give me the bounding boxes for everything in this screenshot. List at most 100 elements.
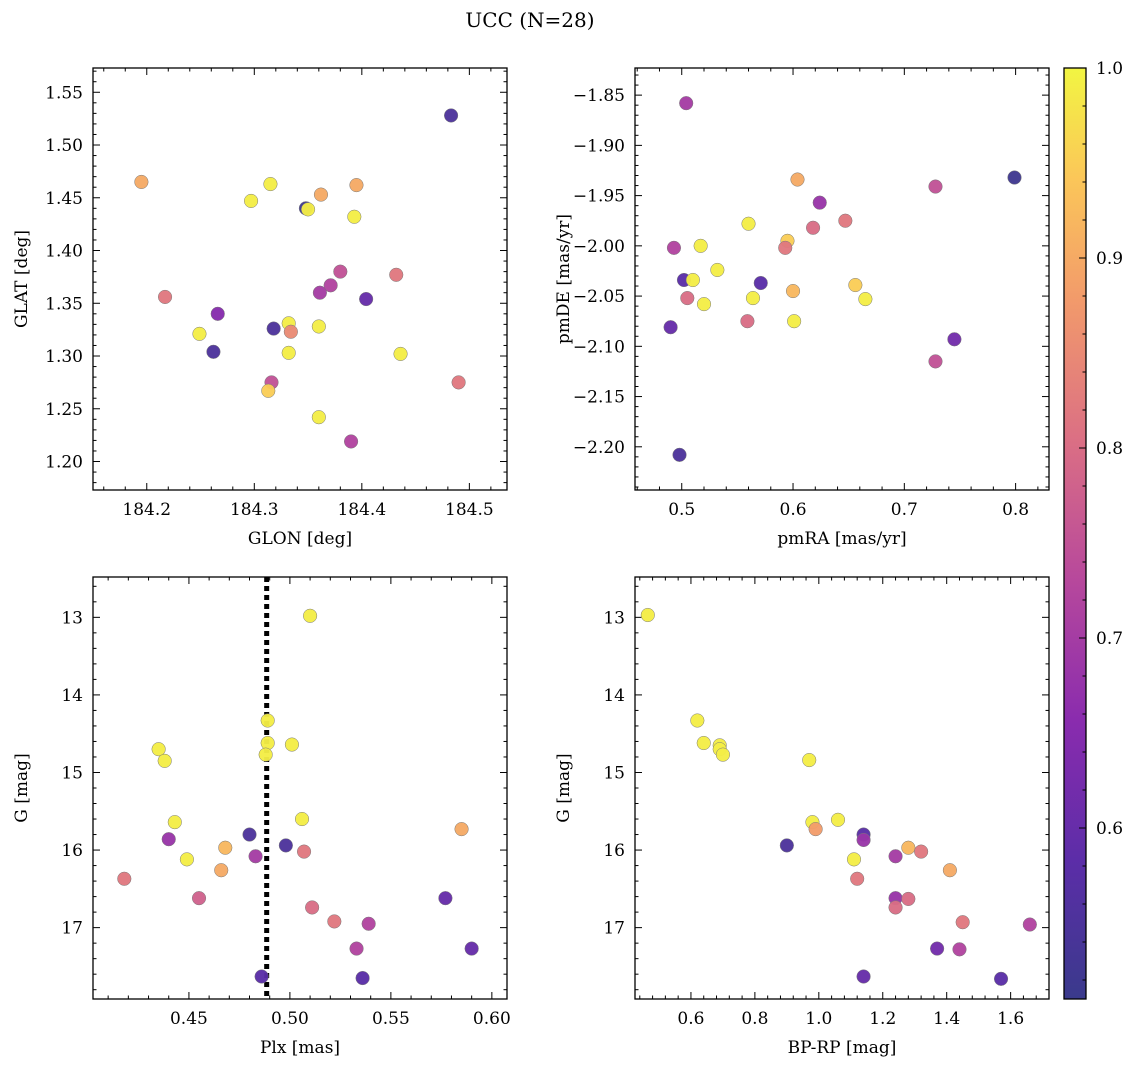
x-tick-label: 1.2 [869, 1009, 896, 1029]
ticks [635, 68, 1049, 490]
data-point [787, 314, 802, 329]
axes-frame [92, 67, 508, 491]
y-tick-label: 1.45 [45, 189, 83, 209]
data-point [666, 240, 682, 255]
axes-frame [634, 67, 1050, 491]
y-tick-label: 1.55 [45, 83, 83, 103]
y-tick-label: 17 [603, 919, 625, 939]
y-tick-label: 1.40 [45, 242, 83, 262]
data-point [134, 174, 149, 189]
data-point [258, 747, 273, 762]
data-point [846, 852, 862, 867]
y-tick-label: 14 [603, 686, 625, 706]
data-point [323, 278, 338, 293]
data-point [355, 971, 370, 986]
data-point [672, 447, 687, 462]
data-point [349, 941, 364, 956]
data-point [888, 900, 903, 915]
data-point [806, 220, 821, 235]
data-point [260, 713, 275, 728]
data-point [192, 326, 207, 341]
y-tick-label: 1.25 [45, 400, 83, 420]
data-point [901, 891, 916, 906]
data-point [117, 871, 132, 886]
data-point [206, 344, 221, 359]
data-point [753, 275, 768, 291]
data-point [888, 849, 903, 864]
x-tick-label: 184.4 [337, 500, 386, 520]
data-point [838, 213, 853, 228]
y-tick-label: −1.90 [573, 136, 625, 156]
x-tick-label: 0.6 [780, 500, 807, 520]
data-point [284, 737, 299, 752]
y-tick-label: −2.10 [573, 337, 625, 357]
y-tick-label: −2.05 [573, 287, 625, 307]
data-point [830, 812, 846, 827]
data-point [210, 306, 225, 321]
data-point [848, 277, 863, 293]
data-point [301, 202, 316, 217]
x-tick-label: 0.5 [668, 500, 695, 520]
y-tick-label: 16 [603, 841, 625, 861]
x-tick-label: 0.60 [473, 1009, 511, 1029]
data-point [914, 844, 929, 859]
data-point [778, 240, 793, 255]
y-tick-label: 1.35 [45, 294, 83, 314]
data-point [812, 195, 827, 210]
data-point [858, 292, 873, 307]
colorbar-tick-label: 0.7 [1096, 629, 1123, 649]
data-point [952, 942, 967, 957]
y-tick-label: 15 [603, 763, 625, 783]
colorbar-tick-label: 0.8 [1096, 439, 1123, 459]
x-tick-label: 1.6 [997, 1009, 1024, 1029]
x-tick-label: 0.6 [677, 1009, 704, 1029]
data-point [359, 291, 374, 307]
colorbar: 0.6 0.7 0.8 0.9 1.0 [1063, 59, 1123, 1000]
data-point [928, 179, 943, 194]
data-point [263, 177, 278, 192]
data-point [693, 238, 708, 253]
data-point [327, 914, 342, 929]
data-point [248, 849, 263, 864]
y-tick-label: 16 [61, 841, 83, 861]
y-tick-label: −1.95 [573, 187, 625, 207]
data-point [850, 871, 865, 886]
ticks [93, 577, 507, 999]
data-point [191, 891, 207, 906]
x-axis-label: BP-RP [mag] [788, 1038, 897, 1058]
data-point [294, 811, 310, 827]
scatter-points [663, 96, 1022, 462]
y-axis-label: G [mag] [554, 753, 574, 822]
data-point [260, 735, 275, 751]
x-tick-label: 0.7 [891, 500, 918, 520]
data-point [311, 410, 326, 425]
y-axis-label: GLAT [deg] [12, 230, 32, 328]
data-point [393, 346, 408, 361]
data-point [640, 607, 655, 623]
x-tick-label: 0.50 [271, 1009, 309, 1029]
data-point [444, 108, 459, 123]
data-point [1022, 917, 1037, 932]
data-point [218, 840, 233, 855]
x-tick-label: 0.8 [1002, 500, 1029, 520]
data-point [454, 822, 469, 837]
data-point [685, 272, 700, 288]
data-point [741, 216, 756, 231]
data-point [311, 319, 326, 334]
y-tick-label: −2.20 [573, 438, 625, 458]
data-point [696, 735, 711, 751]
data-point [167, 815, 182, 830]
y-tick-label: 13 [603, 608, 625, 628]
data-point [242, 827, 257, 842]
scatter-points [117, 608, 479, 986]
data-point [214, 863, 229, 878]
data-point [942, 863, 957, 878]
data-point [157, 289, 173, 304]
data-point [244, 193, 259, 208]
data-point [296, 844, 312, 859]
data-point [303, 608, 318, 623]
y-tick-label: 13 [61, 608, 83, 628]
y-tick-label: 14 [61, 686, 83, 706]
data-point [361, 916, 376, 931]
